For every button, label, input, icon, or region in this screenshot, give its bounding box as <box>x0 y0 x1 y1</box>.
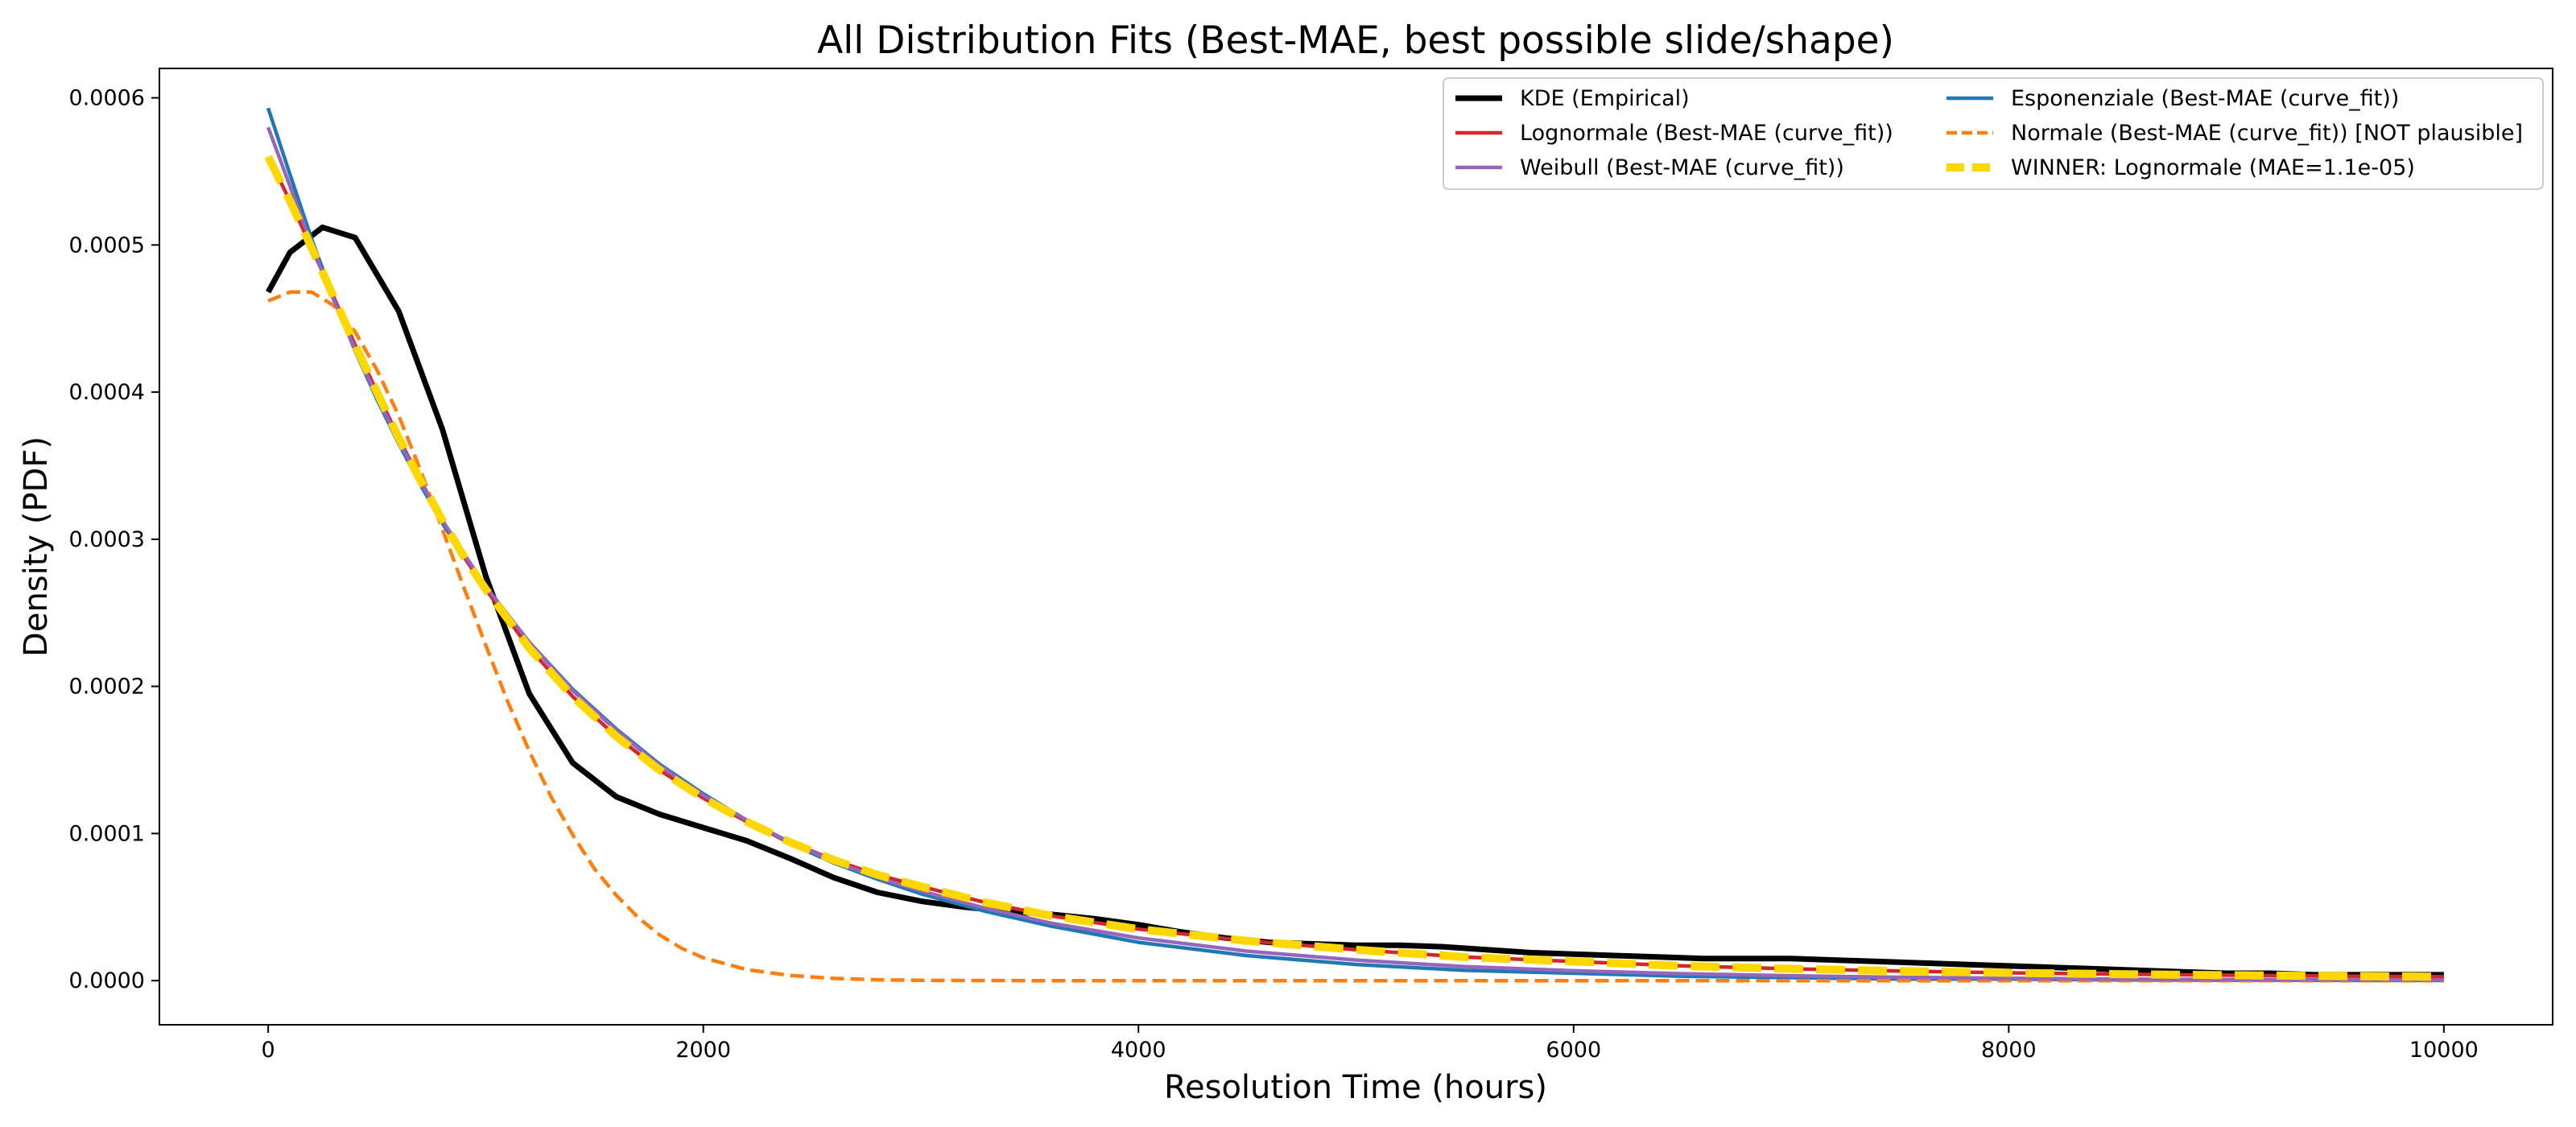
y-tick-label: 0.0005 <box>69 233 145 258</box>
legend-label-2: Lognormale (Best-MAE (curve_fit)) <box>1520 121 1893 146</box>
y-tick-label: 0.0001 <box>69 821 145 846</box>
plot-area <box>159 68 2553 1026</box>
x-tick-label: 6000 <box>1546 1038 1601 1063</box>
legend-label-3: Normale (Best-MAE (curve_fit)) [NOT plau… <box>2011 121 2523 146</box>
y-axis: 0.0000 0.0001 0.0002 0.0003 0.0004 0.0005 0.00… <box>69 86 159 993</box>
x-tick-label: 2000 <box>675 1038 731 1063</box>
y-tick-label: 0.0006 <box>69 86 145 111</box>
x-axis: 0 2000 4000 6000 8000 10000 <box>262 1025 2479 1063</box>
legend-label-1: Esponenziale (Best-MAE (curve_fit)) <box>2011 86 2399 111</box>
legend-label-0: KDE (Empirical) <box>1520 86 1690 111</box>
y-tick-label: 0.0004 <box>69 380 145 405</box>
x-tick-label: 0 <box>262 1038 275 1063</box>
series-group <box>264 107 2444 983</box>
chart-title: All Distribution Fits (Best-MAE, best po… <box>817 19 1894 63</box>
x-axis-label: Resolution Time (hours) <box>1164 1069 1547 1106</box>
series-line-5 <box>264 155 2444 981</box>
legend-label-5: WINNER: Lognormale (MAE=1.1e-05) <box>2011 155 2415 180</box>
y-tick-label: 0.0002 <box>69 675 145 700</box>
x-tick-label: 8000 <box>1981 1038 2037 1063</box>
x-tick-label: 10000 <box>2409 1038 2479 1063</box>
y-tick-label: 0.0000 <box>69 968 145 993</box>
y-tick-label: 0.0003 <box>69 527 145 552</box>
legend: KDE (Empirical) Esponenziale (Best-MAE (c… <box>1443 77 2544 190</box>
series-line-3 <box>267 290 2444 983</box>
x-tick-label: 4000 <box>1111 1038 1166 1063</box>
y-axis-label: Density (PDF) <box>18 436 55 657</box>
legend-label-4: Weibull (Best-MAE (curve_fit)) <box>1520 155 1844 180</box>
